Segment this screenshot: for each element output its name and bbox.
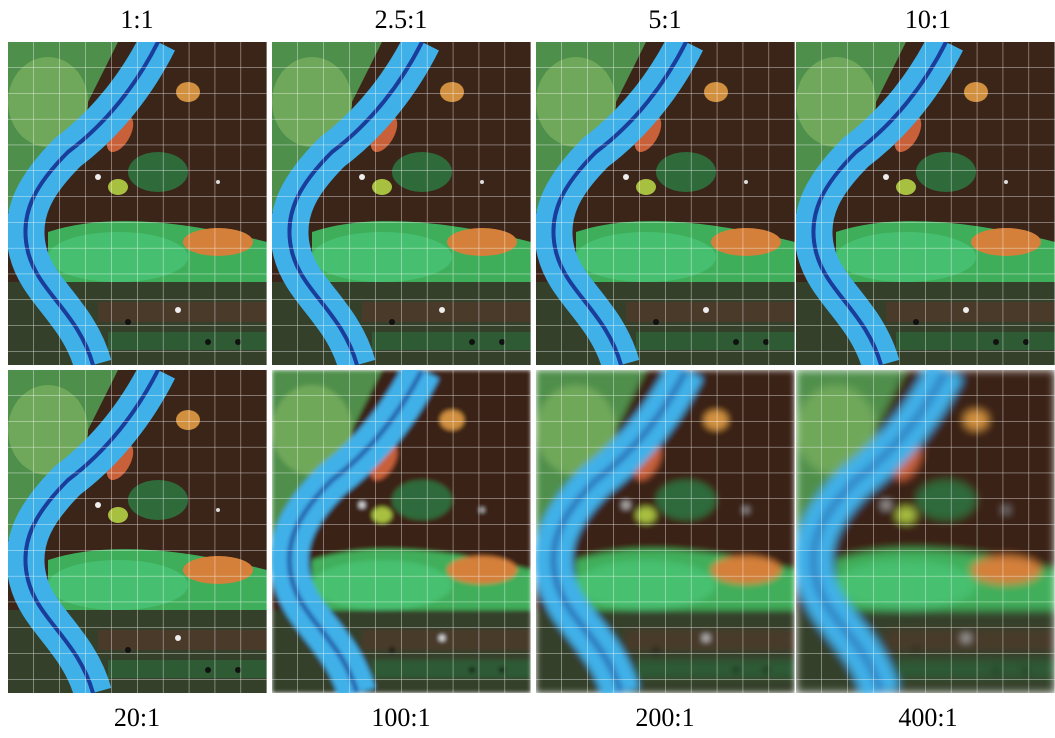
image-tiles [8,42,1055,693]
ratio-label: 1:1 [120,5,153,34]
ratio-label: 400:1 [898,703,957,732]
image-tile [8,370,267,693]
image-tile [796,42,1055,365]
image-tile [796,370,1055,693]
image-tile [536,370,795,693]
ratio-label: 10:1 [905,5,951,34]
comparison-grid: 1:1 2.5:1 5:1 10:1 20:1 100:1 200:1 400:… [0,0,1055,738]
ratio-label: 5:1 [648,5,681,34]
image-tile [272,370,531,693]
image-tile [8,42,267,365]
ratio-label: 200:1 [635,703,694,732]
ratio-label: 20:1 [114,703,160,732]
image-tile [272,42,531,365]
image-tile [536,42,795,365]
ratio-label: 100:1 [371,703,430,732]
ratio-label: 2.5:1 [375,5,428,34]
